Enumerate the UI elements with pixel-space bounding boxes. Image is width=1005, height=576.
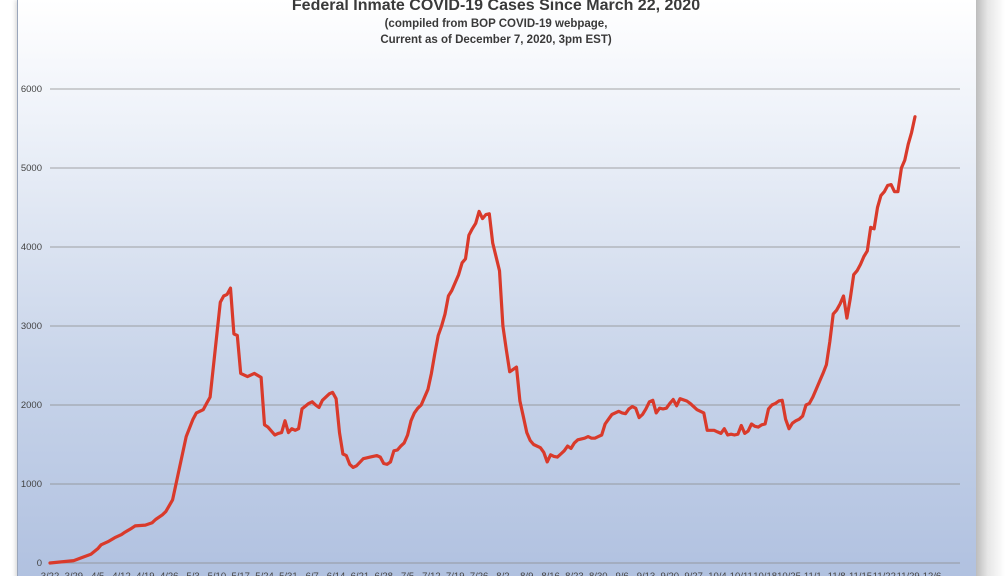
x-tick-label: 8/16 (541, 571, 560, 576)
x-tick-label: 12/6 (923, 571, 942, 576)
x-tick-label: 4/19 (136, 571, 155, 576)
x-tick-label: 6/14 (327, 571, 346, 576)
right-edge-shadow (976, 0, 1005, 576)
x-tick-label: 5/31 (279, 571, 298, 576)
x-tick-label: 3/22 (41, 571, 60, 576)
x-tick-label: 9/27 (684, 571, 703, 576)
x-tick-label: 11/8 (828, 571, 846, 576)
y-tick-label: 2000 (21, 400, 42, 411)
x-tick-label: 11/1 (804, 571, 822, 576)
x-tick-label: 5/10 (208, 571, 227, 576)
x-tick-label: 9/13 (637, 571, 656, 576)
x-tick-label: 6/21 (351, 571, 370, 576)
chart-subtitle-line-1: (compiled from BOP COVID-19 webpage, (384, 18, 608, 30)
y-tick-label: 0 (37, 558, 42, 569)
x-tick-label: 4/12 (112, 571, 131, 576)
x-tick-label: 10/25 (777, 571, 801, 576)
x-tick-label: 5/24 (255, 571, 274, 576)
x-tick-label: 11/22 (873, 571, 896, 576)
x-tick-label: 8/30 (589, 571, 608, 576)
x-tick-label: 4/5 (91, 571, 104, 576)
x-tick-label: 6/7 (306, 571, 319, 576)
x-tick-label: 11/29 (897, 571, 920, 576)
x-tick-label: 10/4 (708, 571, 727, 576)
x-tick-label: 5/3 (186, 571, 199, 576)
x-tick-label: 9/20 (661, 571, 680, 576)
x-tick-label: 11/15 (849, 571, 872, 576)
chart-title: Federal Inmate COVID-19 Cases Since Marc… (291, 0, 701, 14)
y-tick-label: 4000 (21, 242, 42, 253)
gridlines (50, 88, 960, 564)
x-tick-label: 10/18 (753, 571, 777, 576)
chart-subtitle-line-2: Current as of December 7, 2020, 3pm EST) (380, 34, 612, 46)
x-tick-label: 4/26 (160, 571, 179, 576)
x-tick-label: 3/29 (65, 571, 84, 576)
y-axis-ticks: 0 1000 2000 3000 4000 5000 6000 (21, 84, 42, 569)
x-tick-label: 9/6 (615, 571, 628, 576)
x-tick-label: 7/19 (446, 571, 465, 576)
y-tick-label: 6000 (21, 84, 42, 95)
x-axis-ticks: 3/22 3/29 4/5 4/12 4/19 4/26 5/3 5/10 5/17 5/24 5/… (41, 571, 942, 576)
x-tick-label: 8/23 (565, 571, 584, 576)
x-tick-label: 7/26 (470, 571, 489, 576)
y-tick-label: 5000 (21, 163, 42, 174)
series-line (48, 115, 917, 565)
x-tick-label: 6/28 (374, 571, 393, 576)
y-tick-label: 1000 (21, 479, 42, 490)
x-tick-label: 8/2 (496, 571, 509, 576)
x-tick-label: 8/9 (520, 571, 533, 576)
x-tick-label: 7/12 (422, 571, 441, 576)
x-tick-label: 5/17 (231, 571, 250, 576)
x-tick-label: 10/11 (730, 571, 753, 576)
y-tick-label: 3000 (21, 321, 42, 332)
x-tick-label: 7/5 (401, 571, 414, 576)
